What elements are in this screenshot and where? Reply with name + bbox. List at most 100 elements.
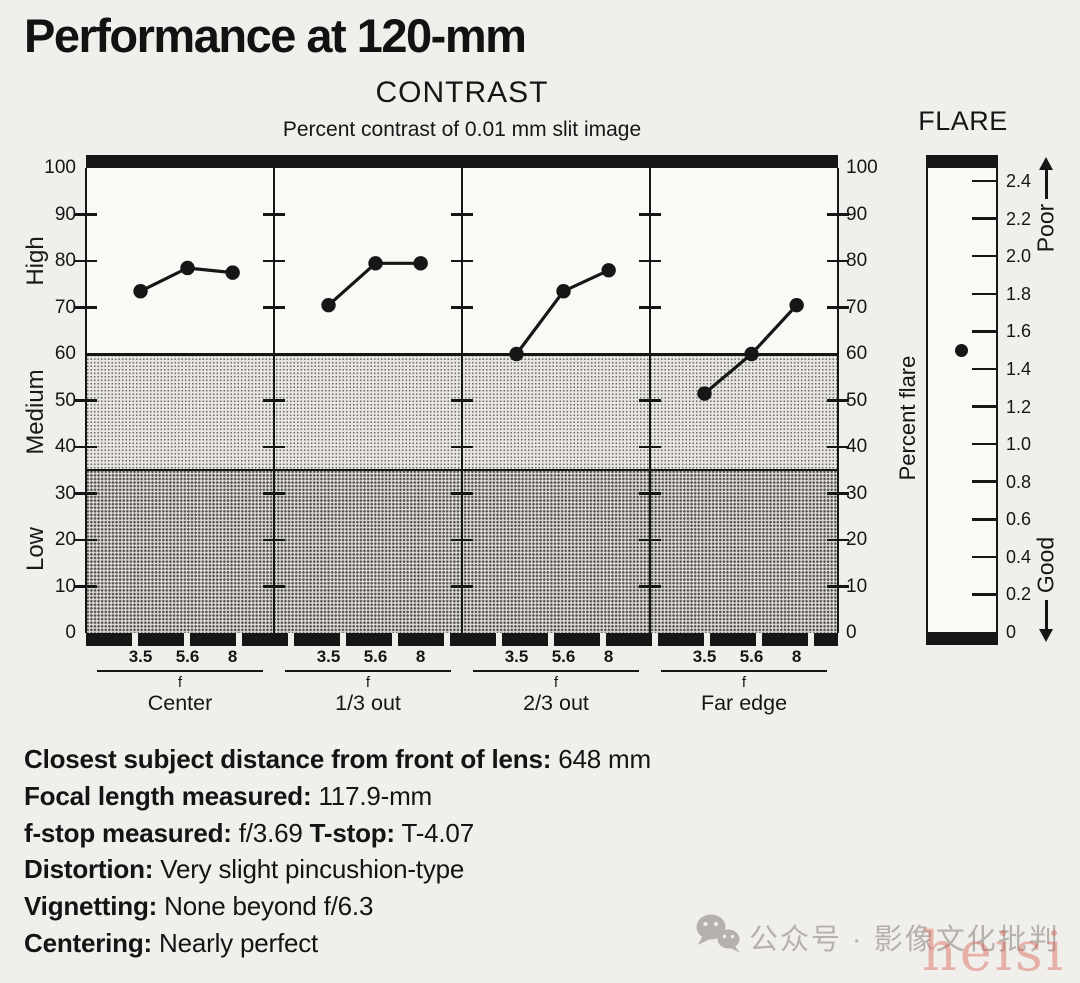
flare-tick-label: 0.6 — [1006, 509, 1032, 530]
spec-label: Closest subject distance from front of l… — [24, 744, 552, 774]
tick-mark — [827, 445, 849, 449]
y-axis-label: 30 — [846, 482, 868, 504]
tick-mark — [827, 213, 849, 216]
flare-tick-label: 1.8 — [1006, 283, 1032, 304]
spec-line: Closest subject distance from front of l… — [24, 741, 651, 778]
tick-mark — [75, 259, 97, 263]
flare-tick-label: 0.8 — [1006, 471, 1032, 492]
spec-value: None beyond f/6.3 — [157, 891, 374, 922]
tick-mark — [75, 492, 97, 495]
panel-name: 1/3 out — [335, 691, 401, 715]
spec-line: Vignetting: None beyond f/6.3 — [24, 888, 651, 925]
flare-tick-mark — [972, 405, 996, 408]
band-label-medium: Medium — [22, 369, 49, 455]
fstop-label: 3.5 — [316, 647, 341, 666]
y-axis-label: 100 — [44, 157, 76, 178]
y-axis-label: 0 — [846, 622, 857, 643]
y-axis-label: 70 — [846, 296, 868, 318]
down-arrow-icon — [1044, 600, 1048, 630]
tick-mark — [639, 259, 661, 263]
flare-bottom-bar — [926, 632, 998, 645]
data-point — [225, 265, 240, 280]
fstop-label: 3.5 — [504, 647, 529, 666]
flare-tick-label: 1.2 — [1006, 396, 1032, 417]
y-axis-label: 70 — [54, 296, 76, 318]
y-axis-label: 90 — [846, 203, 868, 225]
tick-mark — [75, 445, 97, 449]
tick-mark — [639, 306, 661, 309]
panel-footer: 3.5 5.6 8 f Center — [86, 647, 274, 730]
flare-tick-label: 1.0 — [1006, 434, 1032, 455]
bottom-border-bar — [86, 633, 838, 646]
tick-mark — [263, 538, 285, 542]
y-axis-label: 30 — [54, 482, 76, 504]
band-label-high: High — [22, 236, 49, 286]
tick-mark — [827, 585, 849, 588]
flare-tick-mark — [972, 254, 996, 258]
flare-tick-mark — [972, 442, 996, 446]
tick-mark — [639, 399, 661, 402]
data-series-line — [515, 268, 610, 355]
tick-mark — [451, 213, 473, 216]
y-axis-label: 10 — [846, 575, 868, 597]
panel-footer: 3.5 5.6 8 f Far edge — [650, 647, 838, 730]
flare-tick-label: 0 — [1006, 622, 1017, 642]
data-point — [180, 260, 195, 276]
tick-mark — [639, 213, 661, 216]
down-arrow-icon — [1038, 629, 1053, 642]
flare-tick-label: 1.4 — [1006, 358, 1032, 379]
contrast-chart-subtitle: Percent contrast of 0.01 mm slit image — [282, 118, 642, 141]
watermark-text: 公众号 · 影像文化批判 — [749, 924, 1060, 956]
watermark-overlay: heisi — [922, 920, 1066, 983]
y-axis-label: 10 — [54, 575, 76, 597]
tick-mark — [75, 306, 97, 309]
flare-tick-mark — [972, 555, 996, 559]
flare-tick-mark — [972, 518, 996, 521]
tick-mark — [451, 538, 473, 542]
fstop-rule — [285, 670, 451, 673]
flare-tick-label: 0.4 — [1006, 546, 1032, 567]
data-point — [368, 256, 383, 271]
spec-value: T-4.07 — [394, 817, 474, 848]
flare-tick-label: 0.2 — [1006, 584, 1032, 605]
y-axis-label: 50 — [54, 389, 76, 411]
fstop-label: 8 — [227, 647, 238, 666]
flare-tick-label: 2.2 — [1006, 208, 1032, 229]
flare-tick-mark — [972, 292, 996, 296]
flare-tick-mark — [972, 330, 996, 333]
page-title: Performance at 120-mm — [24, 9, 527, 62]
flare-tick-mark — [972, 593, 996, 596]
y-axis-label: 60 — [54, 343, 76, 364]
spec-value: f/3.69 — [231, 817, 310, 848]
panel-footer: 3.5 5.6 8 f 1/3 out — [274, 647, 462, 730]
data-point — [789, 297, 804, 313]
panel-name: 2/3 out — [523, 691, 589, 715]
fstop-axis-letter: f — [177, 674, 183, 691]
tick-mark — [639, 492, 661, 495]
y-axis-label: 50 — [846, 389, 868, 411]
contrast-chart: 100 90 80 70 60 50 40 30 20 10 0 100 90 80 70 60 50 40 30… — [44, 155, 878, 730]
data-point — [556, 284, 571, 299]
tick-mark — [827, 306, 849, 309]
y-axis-label: 80 — [54, 250, 76, 271]
tick-mark — [827, 492, 849, 495]
spec-line: Distortion: Very slight pincushion-type — [24, 851, 651, 888]
y-axis-label: 80 — [846, 250, 868, 271]
y-axis-label: 0 — [65, 622, 76, 643]
flare-tick-label: 2.4 — [1006, 171, 1032, 192]
series-svg — [133, 256, 804, 401]
data-point — [509, 346, 524, 362]
data-point — [697, 386, 712, 401]
tick-mark — [263, 259, 285, 263]
flare-tick-label: 1.6 — [1006, 321, 1032, 342]
flare-tick-mark — [972, 217, 996, 220]
tick-mark — [263, 213, 285, 216]
spec-label: T-stop: — [309, 817, 395, 848]
y-axis-label: 100 — [846, 157, 878, 178]
flare-tick-mark — [972, 367, 996, 371]
contrast-header: CONTRAST Percent contrast of 0.01 mm sli… — [86, 76, 838, 142]
fstop-axis-letter: f — [553, 674, 559, 691]
tick-mark — [639, 538, 661, 542]
fstop-label: 8 — [791, 647, 802, 666]
y-axis-label: 20 — [54, 529, 76, 550]
